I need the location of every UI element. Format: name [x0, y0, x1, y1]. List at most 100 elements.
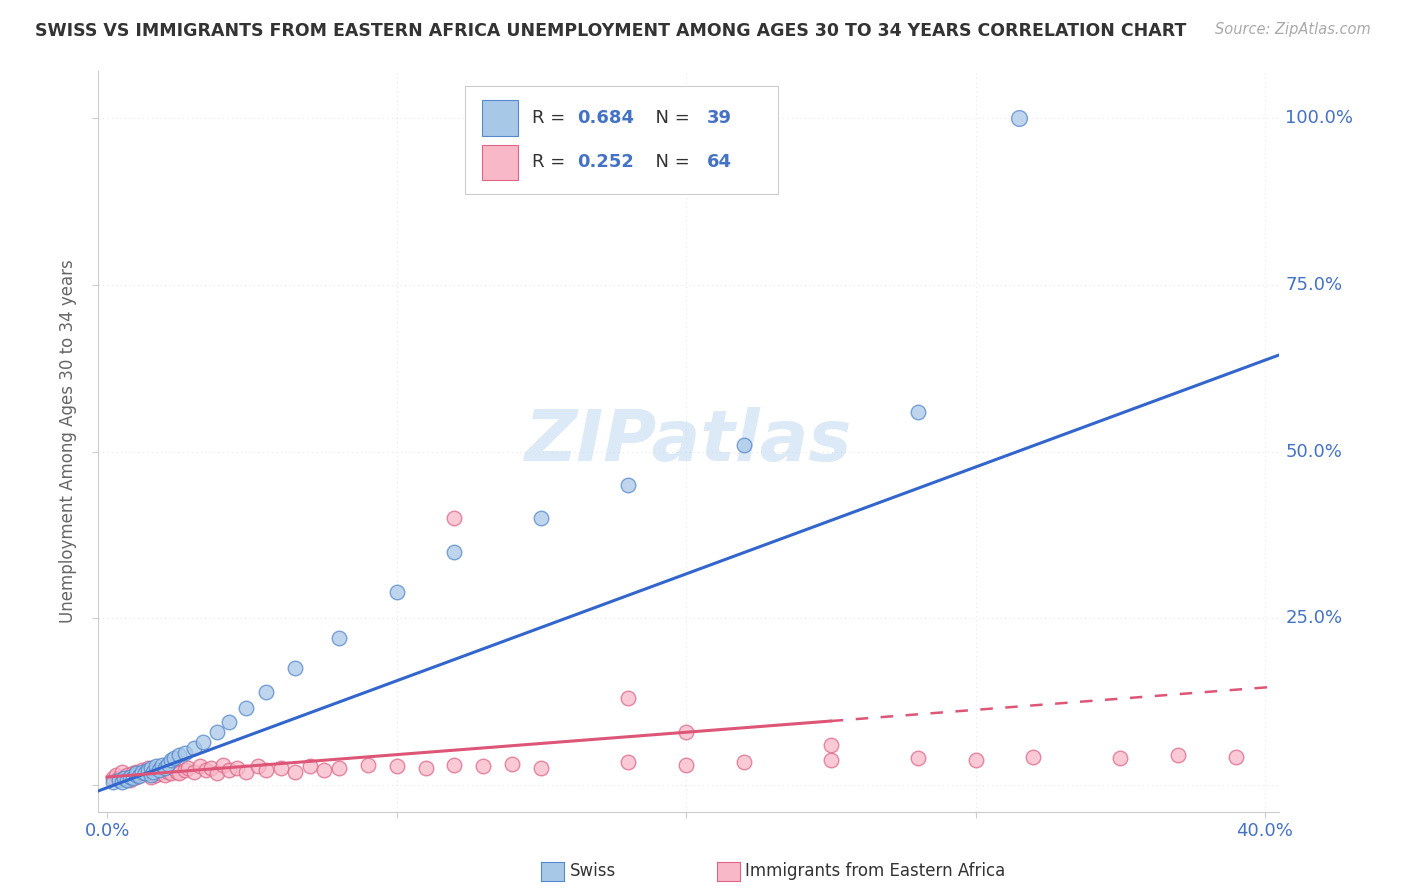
Point [385, 759, 408, 773]
Point [156, 756, 179, 771]
Text: 75.0%: 75.0% [1285, 276, 1343, 293]
Point [107, 772, 129, 786]
Text: 0.684: 0.684 [576, 109, 634, 127]
Point [284, 661, 307, 675]
Point [163, 761, 186, 775]
Text: Immigrants from Eastern Africa: Immigrants from Eastern Africa [745, 863, 1005, 880]
Point [159, 766, 181, 780]
Point [148, 764, 170, 778]
Point [617, 691, 640, 706]
Point [150, 764, 173, 778]
Point [169, 747, 191, 762]
Point [174, 764, 197, 778]
Text: N =: N = [644, 109, 696, 127]
Point [246, 759, 269, 773]
Point [218, 764, 240, 778]
Text: 25.0%: 25.0% [1285, 609, 1343, 627]
Point [122, 772, 145, 786]
Point [284, 764, 307, 779]
Point [1109, 751, 1132, 765]
Y-axis label: Unemployment Among Ages 30 to 34 years: Unemployment Among Ages 30 to 34 years [59, 260, 77, 624]
FancyBboxPatch shape [464, 87, 778, 194]
Point [125, 764, 148, 779]
Point [169, 766, 191, 780]
Text: R =: R = [531, 109, 571, 127]
Point [142, 764, 165, 779]
Point [965, 753, 987, 767]
Point [907, 751, 929, 765]
Point [733, 755, 755, 769]
Point [205, 766, 228, 780]
Point [145, 759, 167, 773]
Point [136, 764, 159, 778]
Point [443, 544, 465, 558]
Point [314, 764, 336, 778]
Point [530, 511, 553, 525]
Point [501, 756, 523, 771]
Point [166, 764, 188, 779]
Point [205, 724, 228, 739]
Point [1008, 111, 1031, 125]
Text: Source: ZipAtlas.com: Source: ZipAtlas.com [1215, 22, 1371, 37]
Point [153, 761, 176, 775]
Point [1022, 750, 1045, 764]
Point [298, 759, 321, 773]
Point [125, 766, 148, 780]
Point [163, 751, 186, 765]
Point [1225, 750, 1247, 764]
Point [156, 764, 179, 779]
Point [117, 768, 139, 782]
Point [188, 759, 211, 773]
Point [150, 758, 173, 772]
Point [134, 766, 156, 780]
Point [183, 741, 205, 756]
Point [675, 724, 697, 739]
Point [907, 404, 929, 418]
Point [125, 770, 148, 784]
Point [472, 759, 495, 773]
Point [122, 766, 145, 780]
Point [125, 768, 148, 782]
Point [820, 738, 842, 752]
Point [270, 761, 292, 775]
Point [212, 758, 235, 772]
Point [110, 764, 132, 779]
Point [235, 701, 257, 715]
FancyBboxPatch shape [482, 100, 517, 136]
Point [415, 761, 437, 775]
Text: ZIPatlas: ZIPatlas [526, 407, 852, 476]
Point [114, 772, 136, 786]
Point [139, 770, 162, 784]
Point [104, 768, 127, 782]
Point [218, 714, 240, 729]
Point [139, 761, 162, 775]
Point [131, 764, 153, 779]
Point [530, 761, 553, 775]
Point [139, 768, 162, 782]
Point [254, 764, 277, 778]
Point [385, 584, 408, 599]
Point [174, 746, 197, 760]
Point [153, 768, 176, 782]
Point [114, 772, 136, 786]
Point [120, 772, 142, 787]
Point [142, 764, 165, 779]
Point [328, 761, 350, 775]
Point [136, 761, 159, 775]
Text: 100.0%: 100.0% [1285, 109, 1354, 127]
Point [443, 511, 465, 525]
Point [1167, 747, 1189, 762]
Point [235, 764, 257, 779]
Point [107, 772, 129, 787]
Point [145, 768, 167, 782]
Point [134, 766, 156, 780]
FancyBboxPatch shape [482, 145, 517, 180]
Point [226, 761, 249, 775]
Point [443, 758, 465, 772]
Point [131, 764, 153, 778]
Point [254, 684, 277, 698]
Point [820, 753, 842, 767]
Text: R =: R = [531, 153, 571, 171]
Point [194, 764, 217, 778]
Point [128, 769, 150, 783]
